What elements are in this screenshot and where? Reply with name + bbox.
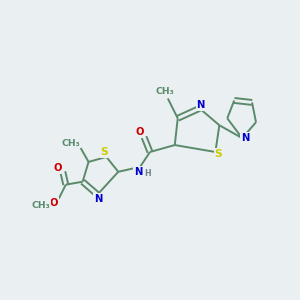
Text: N: N — [241, 133, 249, 143]
Text: S: S — [100, 147, 108, 157]
Text: N: N — [134, 167, 142, 177]
Text: O: O — [54, 163, 62, 173]
Text: O: O — [136, 127, 144, 137]
Text: S: S — [214, 149, 222, 159]
Text: O: O — [50, 197, 58, 208]
Text: N: N — [94, 194, 103, 203]
Text: H: H — [145, 169, 151, 178]
Text: CH₃: CH₃ — [32, 201, 50, 210]
Text: CH₃: CH₃ — [155, 87, 174, 96]
Text: N: N — [196, 100, 205, 110]
Text: CH₃: CH₃ — [61, 139, 80, 148]
